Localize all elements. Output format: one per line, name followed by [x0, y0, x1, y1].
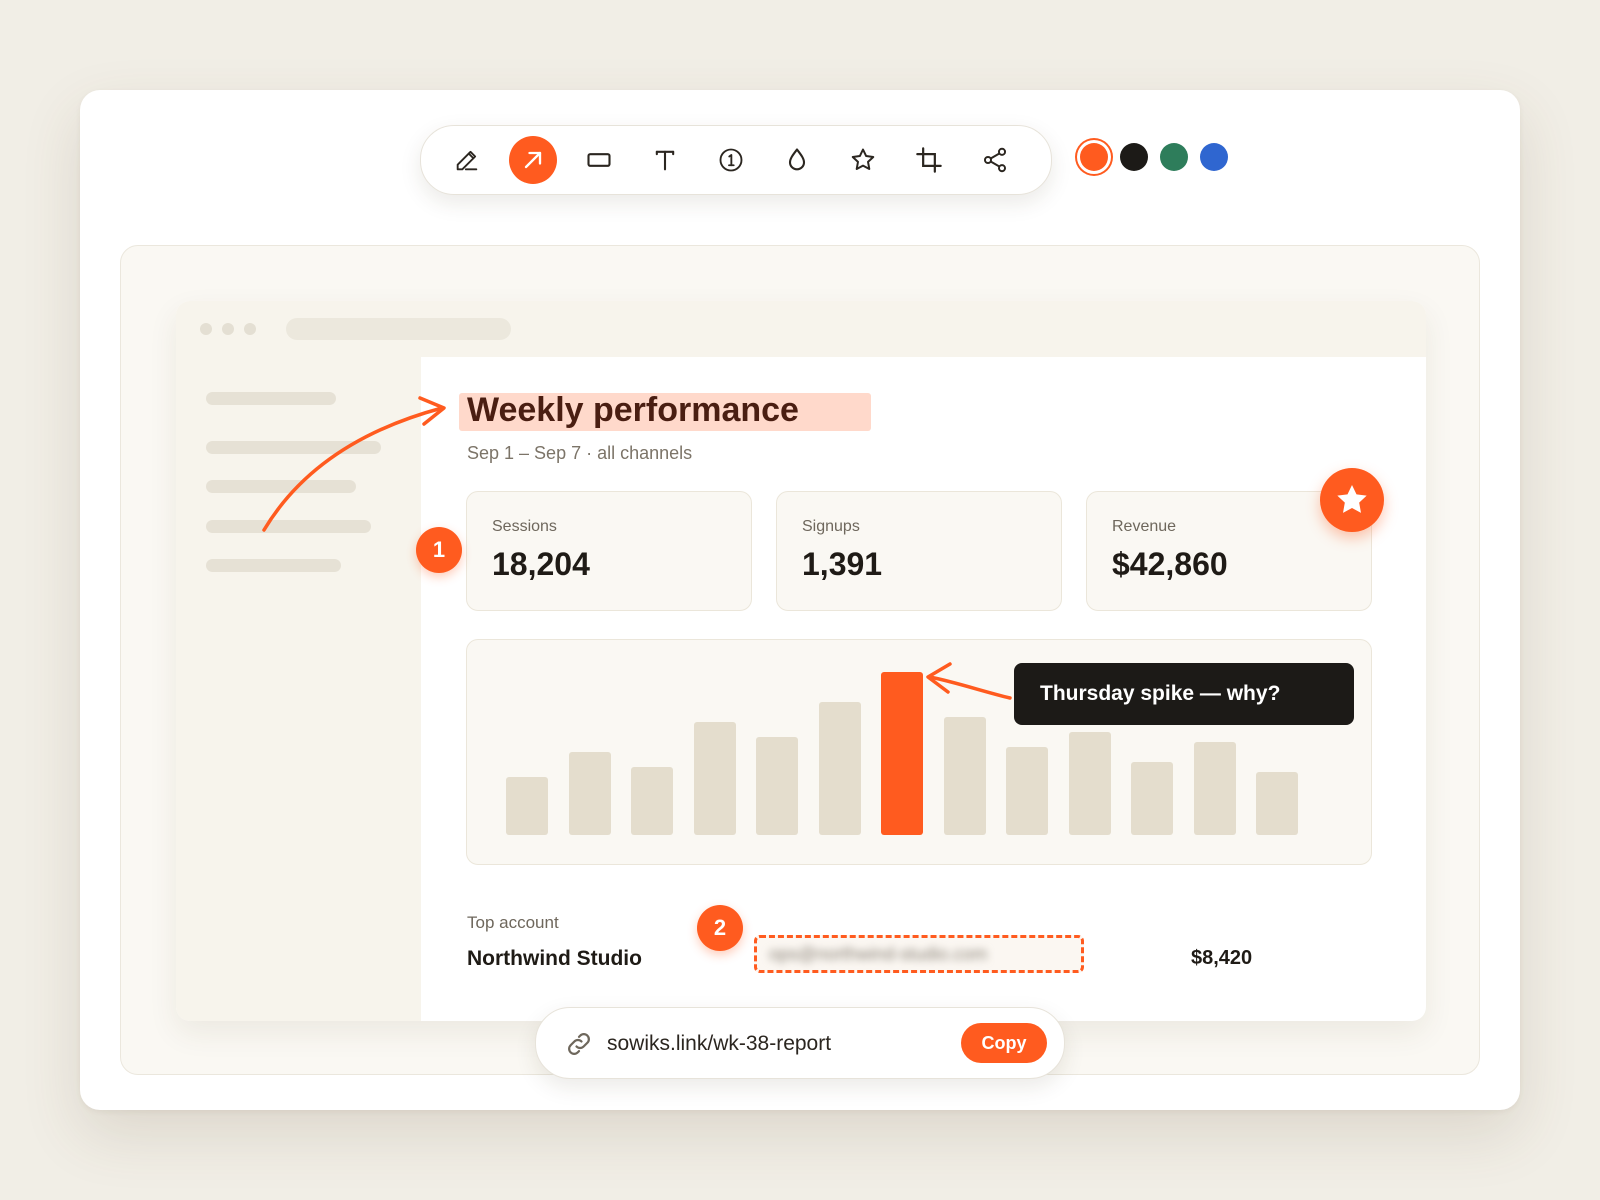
star-icon[interactable]: [839, 136, 887, 184]
kpi-value: 18,204: [492, 546, 590, 582]
sidebar-placeholder-line: [206, 520, 371, 533]
step-badge-1[interactable]: 1: [416, 527, 462, 573]
highlight-annotation[interactable]: [459, 393, 871, 431]
address-bar-placeholder: [286, 318, 511, 340]
share-link-bar: sowiks.link/wk-38-report Copy: [535, 1007, 1065, 1079]
share-icon[interactable]: [971, 136, 1019, 184]
rectangle-icon[interactable]: [575, 136, 623, 184]
kpi-value: $42,860: [1112, 546, 1228, 582]
sidebar-placeholder-line: [206, 559, 341, 572]
chart-bar: [756, 737, 798, 835]
kpi-card-sessions: Sessions 18,204: [466, 491, 752, 611]
link-icon: [568, 1033, 590, 1055]
kpi-label: Revenue: [1112, 518, 1177, 535]
number-step-icon[interactable]: [707, 136, 755, 184]
window-dot: [222, 323, 234, 335]
page-title: Weekly performance: [467, 391, 799, 429]
window-dot: [244, 323, 256, 335]
kpi-label: Sessions: [492, 518, 557, 535]
editor-window: Weekly performance Sep 1 – Sep 7 · all c…: [80, 90, 1520, 1110]
crop-icon[interactable]: [905, 136, 953, 184]
sidebar-placeholder-line: [206, 480, 356, 493]
sidebar: [176, 357, 421, 1021]
top-account-value: $8,420: [1191, 947, 1253, 969]
chart-bar-highlighted: [881, 672, 923, 835]
report-main: Weekly performance Sep 1 – Sep 7 · all c…: [421, 357, 1426, 1021]
chart-bar: [1006, 747, 1048, 835]
blurred-email: ops@northwind-studio.com: [769, 943, 988, 964]
chart-bar: [631, 767, 673, 835]
step-badge-2[interactable]: 2: [697, 905, 743, 951]
chart-bar: [693, 722, 736, 835]
kpi-card-signups: Signups 1,391: [776, 491, 1062, 611]
capture-canvas: Weekly performance Sep 1 – Sep 7 · all c…: [120, 245, 1480, 1075]
text-icon[interactable]: [641, 136, 689, 184]
color-swatch-black[interactable]: [1120, 143, 1148, 171]
callout-annotation[interactable]: Thursday spike — why?: [1014, 663, 1354, 725]
arrow-icon[interactable]: [509, 136, 557, 184]
date-range: Sep 1 – Sep 7 · all channels: [467, 443, 693, 463]
sidebar-placeholder-line: [206, 392, 336, 405]
blur-drop-icon[interactable]: [773, 136, 821, 184]
sidebar-placeholder-line: [206, 441, 381, 454]
browser-titlebar: [176, 301, 1426, 357]
window-dot: [200, 323, 212, 335]
chart-bar: [1193, 742, 1236, 835]
top-account-label: Top account: [467, 913, 559, 932]
color-swatch-orange[interactable]: [1080, 143, 1108, 171]
pencil-icon[interactable]: [443, 136, 491, 184]
share-link-text[interactable]: sowiks.link/wk-38-report: [607, 1032, 832, 1055]
color-swatch-green[interactable]: [1160, 143, 1188, 171]
captured-app-window: Weekly performance Sep 1 – Sep 7 · all c…: [176, 301, 1426, 1021]
chart-bar: [1131, 762, 1173, 835]
chart-bar: [1256, 772, 1298, 835]
redacted-email-field[interactable]: ops@northwind-studio.com: [754, 935, 1084, 973]
chart-bar: [943, 717, 986, 835]
chart-bar: [1068, 732, 1111, 835]
chart-bar: [568, 752, 611, 835]
color-swatch-blue[interactable]: [1200, 143, 1228, 171]
kpi-label: Signups: [802, 518, 860, 535]
copy-button[interactable]: Copy: [961, 1023, 1047, 1063]
top-account-name: Northwind Studio: [467, 947, 642, 970]
chart-bar: [818, 702, 861, 835]
chart-bar: [506, 777, 548, 835]
star-sticker-icon[interactable]: [1320, 468, 1384, 532]
kpi-value: 1,391: [802, 546, 883, 582]
annotation-toolbar: [420, 125, 1052, 195]
